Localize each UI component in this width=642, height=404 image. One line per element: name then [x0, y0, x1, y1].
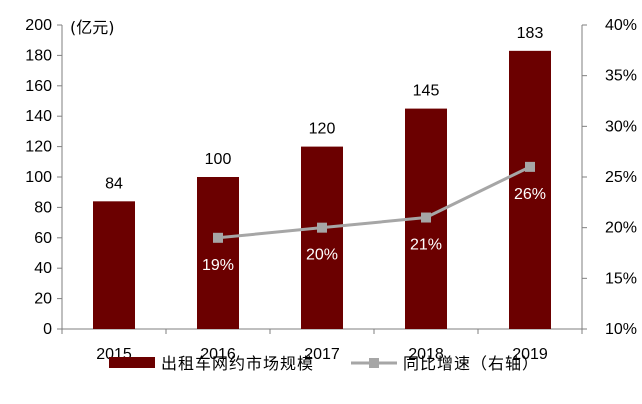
bar-value-label: 100 [205, 151, 232, 168]
y-tick-right-label: 25% [605, 169, 637, 186]
y-tick-left-label: 160 [25, 78, 52, 95]
y-tick-right-label: 10% [605, 321, 637, 338]
x-tick-label: 2017 [304, 346, 340, 363]
y-tick-right-label: 15% [605, 270, 637, 287]
growth-line [217, 165, 531, 240]
growth-value-label: 21% [410, 237, 442, 254]
growth-point [317, 222, 327, 233]
y-tick-left-label: 180 [25, 47, 52, 64]
y-tick-right-label: 40% [605, 17, 637, 34]
legend-bar-label: 出租车网约市场规模 [161, 354, 314, 373]
y-tick-left-label: 0 [43, 321, 52, 338]
y-tick-left-label: 200 [25, 17, 52, 34]
growth-value-label: 19% [202, 257, 234, 274]
y-tick-left-label: 100 [25, 169, 52, 186]
legend-bar-swatch [109, 357, 155, 368]
axes: 0 20 40 60 80 100 120 140 160 180 200 10% 15% 20% 25% 3… [25, 17, 637, 363]
x-tick-label: 2019 [512, 346, 548, 363]
legend-line-label: 同比增速（右轴） [403, 354, 539, 373]
x-tick-label: 2016 [200, 346, 236, 363]
x-tick-label: 2018 [408, 346, 444, 363]
y-tick-left-label: 140 [25, 108, 52, 125]
line-series [213, 161, 535, 243]
y-unit-label: (亿元) [70, 18, 115, 37]
growth-value-label: 20% [306, 247, 338, 264]
bar-value-label: 120 [309, 121, 336, 138]
y-tick-left-label: 60 [34, 230, 52, 247]
growth-point [213, 232, 223, 243]
bar-value-label: 84 [105, 175, 123, 192]
growth-value-label: 26% [514, 186, 546, 203]
bar [301, 146, 343, 329]
growth-point [421, 212, 431, 223]
bar-value-label: 183 [517, 25, 544, 42]
bar [197, 177, 239, 329]
bar [509, 50, 551, 330]
y-tick-left-label: 40 [34, 260, 52, 277]
legend-line-marker [369, 358, 379, 368]
y-tick-right-label: 20% [605, 220, 637, 237]
y-tick-left-label: 80 [34, 199, 52, 216]
legend: 出租车网约市场规模 同比增速（右轴） [109, 354, 539, 373]
y-tick-left-label: 120 [25, 139, 52, 156]
bar-value-label: 145 [413, 83, 440, 100]
growth-point [525, 161, 535, 172]
data-labels: 84 100 120 145 183 19% 20% 21% 26% [105, 25, 546, 274]
bar [93, 201, 135, 329]
y-tick-left-label: 20 [34, 291, 52, 308]
y-tick-right-label: 30% [605, 118, 637, 135]
y-tick-right-label: 35% [605, 68, 637, 85]
